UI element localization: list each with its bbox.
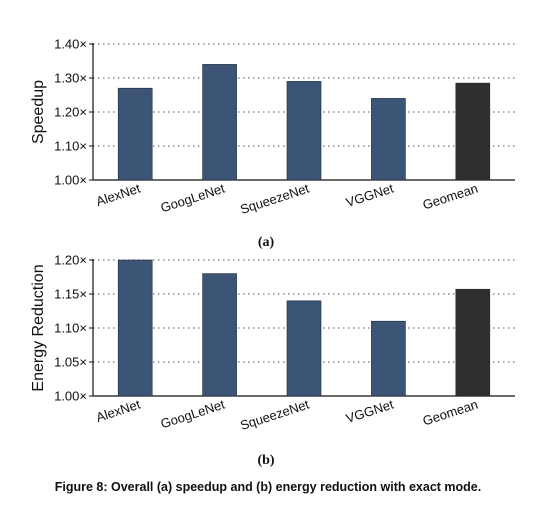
b-ytick-label: 1.20×: [54, 253, 87, 268]
a-ytick-label: 1.30×: [54, 71, 87, 86]
b-category-label: Geomean: [421, 397, 480, 429]
a-ytick-label: 1.00×: [54, 173, 87, 188]
b-category-label: GoogLeNet: [159, 396, 227, 431]
a-bar-geomean: [456, 83, 490, 180]
b-y-axis-label: Energy Reduction: [30, 264, 47, 391]
a-bar-squeezenet: [287, 81, 321, 180]
b-ytick-label: 1.10×: [54, 321, 87, 336]
b-category-label: SqueezeNet: [238, 396, 311, 432]
a-bar-googlenet: [203, 64, 237, 180]
a-category-label: Geomean: [421, 181, 480, 213]
a-y-axis-label: Speedup: [30, 80, 47, 144]
b-bar-googlenet: [203, 274, 237, 396]
figure-caption: Figure 8: Overall (a) speedup and (b) en…: [0, 480, 536, 494]
b-bar-vggnet: [371, 321, 405, 396]
b-category-label: VGGNet: [344, 396, 396, 426]
b-category-label: AlexNet: [94, 396, 142, 424]
a-category-label: GoogLeNet: [159, 180, 227, 215]
b-ytick-label: 1.00×: [54, 389, 87, 404]
a-bar-alexnet: [118, 88, 152, 180]
a-ytick-label: 1.10×: [54, 139, 87, 154]
b-ytick-label: 1.15×: [54, 287, 87, 302]
b-bar-alexnet: [118, 260, 152, 396]
a-subfigure-label: (a): [258, 235, 275, 250]
b-bar-squeezenet: [287, 301, 321, 396]
a-bar-vggnet: [371, 98, 405, 180]
b-ytick-label: 1.05×: [54, 355, 87, 370]
a-category-label: SqueezeNet: [238, 180, 311, 216]
b-subfigure-label: (b): [257, 453, 274, 468]
a-ytick-label: 1.20×: [54, 105, 87, 120]
b-bar-geomean: [456, 289, 490, 396]
a-ytick-label: 1.40×: [54, 37, 87, 52]
a-category-label: AlexNet: [94, 180, 142, 208]
a-category-label: VGGNet: [344, 180, 396, 210]
